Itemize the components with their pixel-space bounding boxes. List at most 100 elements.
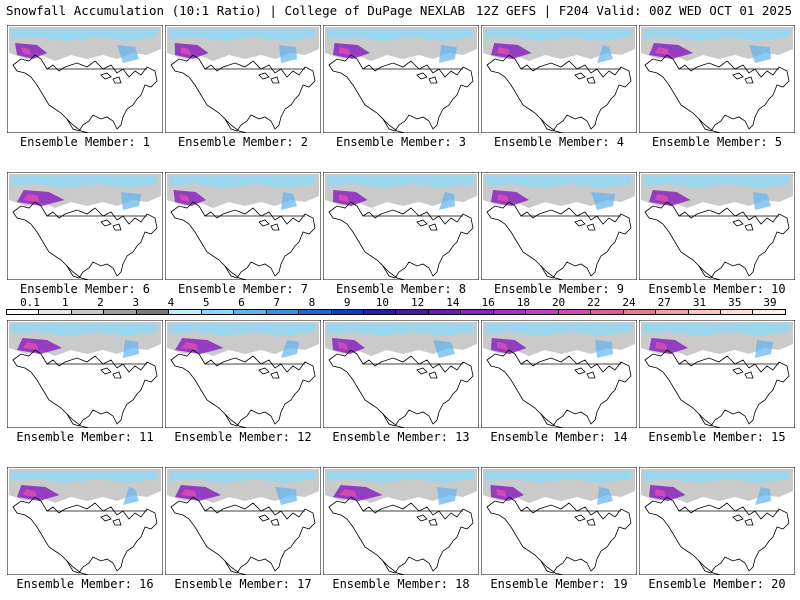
snowfall-map xyxy=(323,172,479,280)
snowfall-max-area xyxy=(655,47,670,55)
legend-tick-label: 27 xyxy=(657,296,671,309)
snowfall-map xyxy=(481,25,637,133)
snowfall-light-area xyxy=(169,471,315,483)
legend-swatch xyxy=(136,310,170,314)
mexico-border xyxy=(698,560,722,575)
ensemble-map-panel xyxy=(481,25,637,133)
panel-label: Ensemble Member: 19 xyxy=(490,577,628,591)
legend-swatch xyxy=(71,310,105,314)
great-lakes xyxy=(732,219,754,231)
mexico-border xyxy=(698,118,722,133)
snowfall-light-area xyxy=(643,176,789,188)
coastline xyxy=(12,496,158,574)
legend-swatch xyxy=(493,310,527,314)
mexico-border xyxy=(540,118,564,133)
panel-label: Ensemble Member: 1 xyxy=(19,135,151,149)
panel-label: Ensemble Member: 8 xyxy=(335,282,467,296)
snowfall-map xyxy=(7,467,163,575)
legend-tick-label: 16 xyxy=(481,296,495,309)
snowfall-light-area xyxy=(327,324,473,336)
snowfall-max-area xyxy=(181,489,197,497)
great-lakes xyxy=(100,72,122,84)
snowfall-light-area xyxy=(327,29,473,41)
snowfall-max-area xyxy=(21,47,31,55)
legend-tick-label: 0.1 xyxy=(20,296,40,309)
panel-label: Ensemble Member: 4 xyxy=(493,135,625,149)
snowfall-light-area xyxy=(485,176,631,188)
great-lakes xyxy=(100,367,122,379)
mexico-border xyxy=(698,413,722,428)
legend-tick-label: 12 xyxy=(410,296,425,309)
snowfall-max-area xyxy=(339,47,351,55)
coastline xyxy=(328,201,474,279)
snowfall-heavy-area xyxy=(17,338,62,354)
mexico-border xyxy=(66,265,90,280)
snowfall-light-area xyxy=(169,324,315,336)
snowfall-max-area xyxy=(338,194,350,202)
legend-tick-label: 1 xyxy=(61,296,69,309)
snowfall-map xyxy=(481,467,637,575)
legend-tick-label: 39 xyxy=(763,296,777,309)
great-lakes xyxy=(574,219,596,231)
great-lakes xyxy=(732,514,754,526)
panel-label: Ensemble Member: 12 xyxy=(174,430,312,444)
coastline xyxy=(486,54,632,132)
legend-swatch xyxy=(591,310,624,314)
coastline xyxy=(12,349,158,427)
ensemble-map-panel xyxy=(165,320,321,428)
great-lakes xyxy=(416,367,438,379)
coastline xyxy=(328,496,474,574)
ensemble-map-panel xyxy=(7,467,163,575)
coastline xyxy=(486,496,632,574)
snowfall-east-area xyxy=(597,45,613,63)
snowfall-light-area xyxy=(169,29,315,41)
snowfall-heavy-area xyxy=(17,485,60,501)
snowfall-east-area xyxy=(749,45,771,63)
snowfall-east-area xyxy=(275,487,297,505)
snowfall-heavy-area xyxy=(649,43,693,59)
panel-label: Ensemble Member: 15 xyxy=(648,430,786,444)
panel-label: Ensemble Member: 17 xyxy=(174,577,312,591)
mexico-border xyxy=(698,265,722,280)
coastline xyxy=(486,201,632,279)
snowfall-max-area xyxy=(496,489,507,497)
snowfall-east-area xyxy=(439,45,457,63)
snowfall-east-area xyxy=(437,487,457,505)
snowfall-map xyxy=(481,172,637,280)
ensemble-map-panel xyxy=(323,467,479,575)
legend-tick-label: 14 xyxy=(446,296,460,309)
snowfall-max-area xyxy=(180,47,191,55)
snowfall-heavy-area xyxy=(175,338,224,354)
great-lakes xyxy=(574,367,596,379)
snowfall-map xyxy=(481,320,637,428)
legend-swatch xyxy=(461,310,494,314)
panel-label: Ensemble Member: 14 xyxy=(490,430,628,444)
legend-swatch xyxy=(396,310,429,314)
mexico-border xyxy=(382,265,406,280)
coastline xyxy=(12,54,158,132)
legend-swatch xyxy=(526,310,559,314)
snowfall-heavy-area xyxy=(649,338,688,354)
legend-swatch xyxy=(266,310,300,314)
coastline xyxy=(12,201,158,279)
snowfall-east-area xyxy=(591,192,615,210)
snowfall-light-area xyxy=(169,176,315,188)
snowfall-max-area xyxy=(339,489,357,497)
mexico-border xyxy=(540,413,564,428)
great-lakes xyxy=(574,514,596,526)
mexico-border xyxy=(382,118,406,133)
panel-label: Ensemble Member: 9 xyxy=(493,282,625,296)
mexico-border xyxy=(66,413,90,428)
snowfall-heavy-area xyxy=(175,485,221,501)
mexico-border xyxy=(224,265,248,280)
snowfall-east-area xyxy=(281,192,297,210)
legend-color-bar xyxy=(6,309,786,315)
snowfall-map xyxy=(639,320,795,428)
legend-tick-label: 20 xyxy=(551,296,566,309)
snowfall-heavy-area xyxy=(333,43,370,59)
mexico-border xyxy=(224,560,248,575)
snowfall-map xyxy=(7,172,163,280)
snowfall-east-area xyxy=(755,487,771,505)
snowfall-map xyxy=(639,172,795,280)
snowfall-map xyxy=(165,25,321,133)
